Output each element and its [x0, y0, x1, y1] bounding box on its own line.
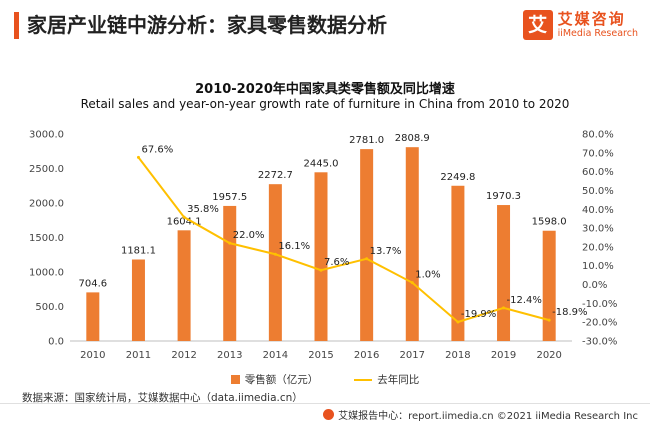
growth-point: [547, 318, 551, 322]
x-tick-label: 2017: [400, 350, 425, 361]
bar-value-label: 1957.5: [212, 192, 247, 203]
bar-value-label: 1598.0: [532, 217, 567, 228]
growth-point: [456, 320, 460, 324]
bar-2020: [542, 230, 556, 341]
x-tick-label: 2019: [491, 350, 516, 361]
legend-label-sales: 零售额（亿元）: [244, 374, 319, 386]
growth-value-label: -18.9%: [552, 307, 587, 318]
page-title: 家居产业链中游分析：家具零售数据分析: [27, 13, 387, 37]
y-right-tick-label: 70.0%: [582, 148, 614, 159]
growth-value-label: 67.6%: [141, 144, 173, 155]
chart-title: 2010-2020年中国家具类零售额及同比增速: [195, 82, 455, 97]
bar-value-label: 2808.9: [395, 133, 430, 144]
legend-item-growth: 去年同比: [354, 372, 419, 387]
growth-value-label: -19.9%: [461, 309, 496, 320]
y-right-tick-label: -20.0%: [582, 318, 617, 329]
growth-value-label: 7.6%: [324, 257, 349, 268]
x-tick-label: 2013: [217, 350, 242, 361]
title-accent-bar: [14, 12, 19, 39]
x-tick-label: 2014: [263, 350, 288, 361]
growth-point: [365, 257, 369, 261]
bar-2017: [405, 147, 419, 341]
footer-logo-icon: [323, 409, 335, 420]
bar-2012: [177, 230, 191, 341]
growth-point: [273, 252, 277, 256]
bar-2011: [131, 259, 145, 341]
y-right-tick-label: 80.0%: [582, 130, 614, 141]
y-right-tick-label: 10.0%: [582, 261, 614, 272]
bar-2019: [497, 205, 511, 341]
bar-value-label: 2272.7: [258, 170, 293, 181]
bar-2015: [314, 172, 328, 341]
chart-subtitle: Retail sales and year-on-year growth rat…: [80, 97, 570, 111]
y-left-tick-label: 3000.0: [29, 130, 64, 141]
legend-line-swatch: [354, 378, 373, 381]
bar-2016: [360, 149, 374, 341]
y-right-tick-label: -10.0%: [582, 299, 617, 310]
growth-point: [319, 268, 323, 272]
data-source-note: 数据来源：国家统计局，艾媒数据中心（data.iimedia.cn）: [22, 392, 303, 404]
x-tick-label: 2020: [536, 350, 561, 361]
y-left-tick-label: 1500.0: [29, 233, 64, 244]
logo-mark-icon: 艾: [522, 10, 553, 40]
bar-2010: [86, 292, 100, 341]
legend-bar-swatch: [230, 375, 240, 384]
x-tick-label: 2015: [308, 350, 333, 361]
growth-point: [502, 306, 506, 310]
footer: 艾媒报告中心：report.iimedia.cn ©2021 iiMedia R…: [323, 407, 638, 422]
x-tick-label: 2016: [354, 350, 379, 361]
growth-point: [228, 241, 232, 245]
y-left-tick-label: 2500.0: [29, 164, 64, 175]
growth-rate-line: [137, 156, 550, 324]
growth-value-label: 35.8%: [187, 204, 219, 215]
legend-label-growth: 去年同比: [377, 374, 420, 386]
bar-2018: [451, 185, 465, 341]
footer-divider: [0, 403, 650, 404]
legend-item-sales: 零售额（亿元）: [230, 372, 319, 387]
y-left-tick-label: 2000.0: [29, 199, 64, 210]
logo-subtitle: iiMedia Research: [557, 27, 638, 39]
footer-text: 艾媒报告中心：report.iimedia.cn ©2021 iiMedia R…: [338, 411, 638, 422]
growth-value-label: 16.1%: [278, 241, 310, 252]
y-right-tick-label: 40.0%: [582, 205, 614, 216]
logo-name: 艾媒咨询: [557, 9, 626, 28]
y-right-tick-label: 60.0%: [582, 167, 614, 178]
growth-value-label: 1.0%: [415, 270, 440, 281]
y-right-tick-label: 20.0%: [582, 242, 614, 253]
y-right-tick-label: -30.0%: [582, 337, 617, 348]
growth-value-label: 13.7%: [370, 246, 402, 257]
growth-value-label: -12.4%: [507, 295, 542, 306]
y-left-tick-label: 0.0: [48, 337, 64, 348]
x-tick-label: 2010: [80, 350, 105, 361]
bar-value-label: 1604.1: [167, 216, 202, 227]
bar-2013: [223, 205, 237, 341]
bar-value-label: 704.6: [78, 278, 107, 289]
bar-value-label: 1181.1: [121, 246, 156, 257]
bar-value-label: 1970.3: [486, 191, 521, 202]
bar-value-label: 2249.8: [440, 172, 475, 183]
growth-point: [182, 215, 186, 219]
y-right-tick-label: 0.0%: [582, 280, 607, 291]
growth-point: [410, 281, 414, 285]
chart-legend: 零售额（亿元） 去年同比: [0, 372, 650, 387]
y-right-tick-label: 30.0%: [582, 224, 614, 235]
x-tick-label: 2018: [445, 350, 470, 361]
bar-value-label: 2445.0: [304, 158, 339, 169]
growth-point: [136, 155, 140, 159]
growth-value-label: 22.0%: [233, 230, 265, 241]
y-left-tick-label: 500.0: [35, 302, 64, 313]
y-left-tick-label: 1000.0: [29, 268, 64, 279]
x-tick-label: 2011: [126, 350, 151, 361]
bar-2014: [268, 184, 282, 341]
bar-value-label: 2781.0: [349, 135, 384, 146]
y-right-tick-label: 50.0%: [582, 186, 614, 197]
iimedia-logo: 艾 艾媒咨询 iiMedia Research: [522, 9, 638, 40]
x-tick-label: 2012: [171, 350, 196, 361]
